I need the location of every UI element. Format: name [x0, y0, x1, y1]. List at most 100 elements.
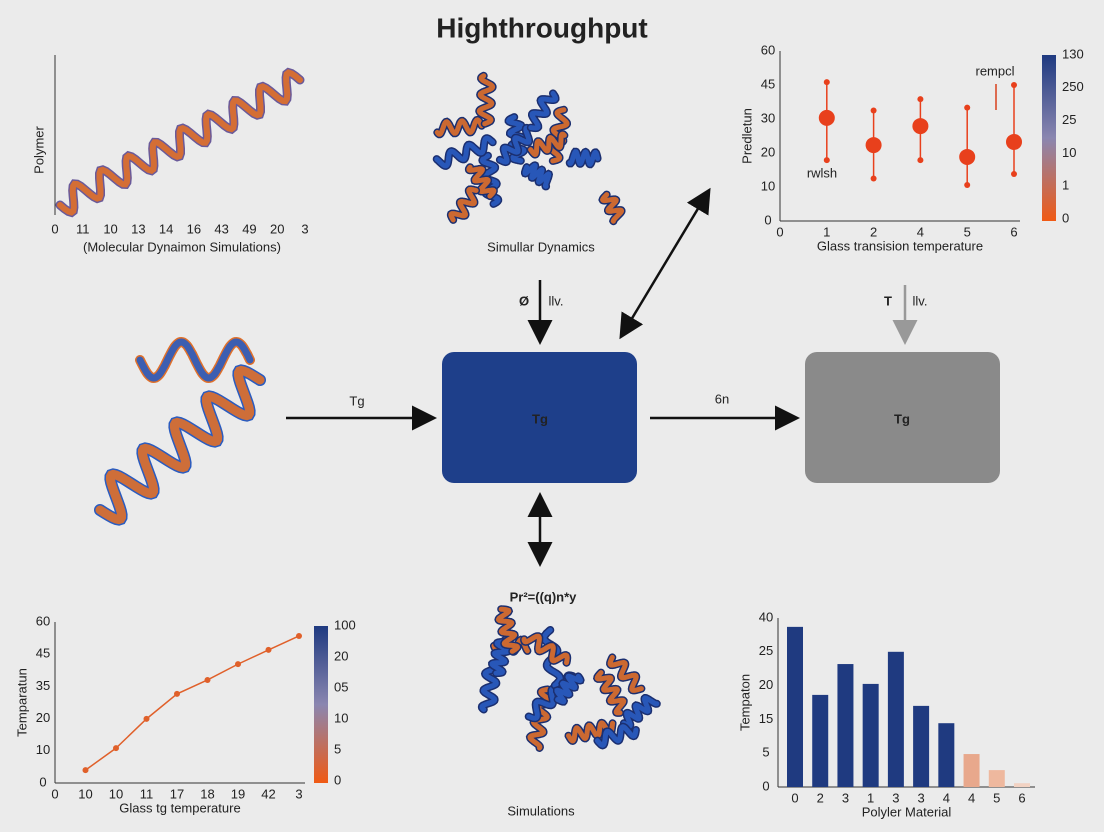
- x-axis-label: Glass transision temperature: [817, 238, 983, 253]
- helix: [621, 695, 660, 729]
- y-tick-label: 0: [39, 774, 46, 789]
- helix: [476, 73, 496, 127]
- x-tick-label: 0: [791, 790, 798, 805]
- error-cap: [917, 96, 924, 103]
- bar: [862, 683, 879, 787]
- x-tick-label: 43: [214, 221, 228, 236]
- colorbar-label: 25: [1062, 112, 1076, 127]
- helix: [594, 670, 627, 716]
- helix: [434, 117, 485, 137]
- x-tick-label: 3: [892, 790, 899, 805]
- y-tick-label: 60: [36, 613, 50, 628]
- x-tick-label: 3: [301, 221, 308, 236]
- x-tick-label: 6: [1018, 790, 1025, 805]
- x-tick-label: 0: [51, 221, 58, 236]
- arrow: [619, 187, 711, 340]
- x-tick-label: 0: [51, 786, 58, 801]
- point: [1006, 133, 1022, 150]
- y-tick-label: 30: [761, 110, 775, 125]
- colorbar-label: 05: [334, 679, 348, 694]
- helix: [594, 724, 639, 748]
- helix: [521, 633, 570, 666]
- helix: [528, 131, 567, 157]
- x-tick-label: 49: [242, 221, 256, 236]
- arrow-label: llv.: [913, 293, 928, 308]
- x-tick-label: 5: [993, 790, 1000, 805]
- helix: [567, 149, 601, 167]
- colorbar-label: 0: [1062, 210, 1069, 225]
- point: [265, 646, 272, 653]
- error-cap: [964, 104, 971, 111]
- y-axis-label: Temparatun: [14, 668, 29, 737]
- error-cap: [823, 157, 830, 164]
- y-axis-label: Polymer: [31, 125, 46, 173]
- y-tick-label: 45: [761, 76, 775, 91]
- colorbar-label: 10: [1062, 145, 1076, 160]
- helix: [528, 90, 558, 131]
- x-tick-label: 2: [817, 790, 824, 805]
- y-axis-label: Tempaton: [737, 674, 752, 731]
- point: [912, 118, 929, 135]
- x-tick-label: 3: [917, 790, 924, 805]
- arrow-label: 6n: [715, 391, 729, 406]
- y-axis-label: Predletun: [739, 108, 754, 164]
- colorbar-label: 250: [1062, 79, 1084, 94]
- arrow-label: Ø: [519, 293, 529, 308]
- point: [959, 148, 976, 165]
- helix: [607, 654, 644, 693]
- x-tick-label: 4: [943, 790, 950, 805]
- x-tick-label: 3: [295, 786, 302, 801]
- helix: [489, 639, 512, 676]
- arrow-label: Tg: [349, 393, 364, 408]
- x-tick-label: 11: [76, 221, 90, 236]
- helix: [554, 673, 584, 705]
- point: [204, 676, 211, 683]
- line: [85, 635, 300, 771]
- x-axis-label: Glass tg temperature: [119, 800, 240, 815]
- bar: [938, 723, 955, 787]
- x-tick-label: 3: [842, 790, 849, 805]
- helix: [57, 69, 303, 216]
- output-box: [805, 352, 1000, 483]
- colorbar-label: 20: [334, 648, 348, 663]
- box-label: Tg: [894, 411, 910, 426]
- helix: [479, 667, 499, 712]
- box-label: Tg: [532, 411, 548, 426]
- helix: [136, 338, 254, 382]
- x-tick-label: 14: [159, 221, 173, 236]
- bar: [1014, 783, 1030, 787]
- y-tick-label: 45: [36, 646, 50, 661]
- x-tick-label: 10: [109, 786, 123, 801]
- helix: [434, 135, 496, 169]
- arrow-label: llv.: [549, 293, 564, 308]
- colorbar-label: 10: [334, 710, 348, 725]
- error-cap: [1011, 170, 1017, 177]
- point: [113, 745, 119, 752]
- point: [865, 137, 882, 154]
- bar: [812, 694, 829, 787]
- point: [174, 690, 180, 697]
- y-tick-label: 20: [36, 710, 50, 725]
- point: [296, 632, 302, 639]
- bar: [787, 626, 803, 787]
- x-tick-label: 10: [103, 221, 117, 236]
- caption: Simullar Dynamics: [487, 239, 595, 254]
- colorbar-label: 130: [1062, 46, 1084, 61]
- annotation: rempcl: [975, 63, 1014, 78]
- bar: [913, 705, 930, 787]
- bar: [963, 754, 980, 787]
- title: Highthroughput: [436, 12, 647, 43]
- y-tick-label: 35: [36, 678, 50, 693]
- error-cap: [964, 182, 971, 189]
- x-axis-label: Polyler Material: [862, 804, 952, 819]
- error-cap: [823, 79, 830, 86]
- helix: [448, 186, 479, 223]
- colorbar-label: 0: [334, 772, 341, 787]
- x-tick-label: 42: [261, 786, 275, 801]
- point: [143, 715, 150, 722]
- bar: [837, 664, 854, 787]
- caption: Simulations: [507, 803, 575, 818]
- point: [818, 109, 835, 126]
- helix: [522, 162, 552, 189]
